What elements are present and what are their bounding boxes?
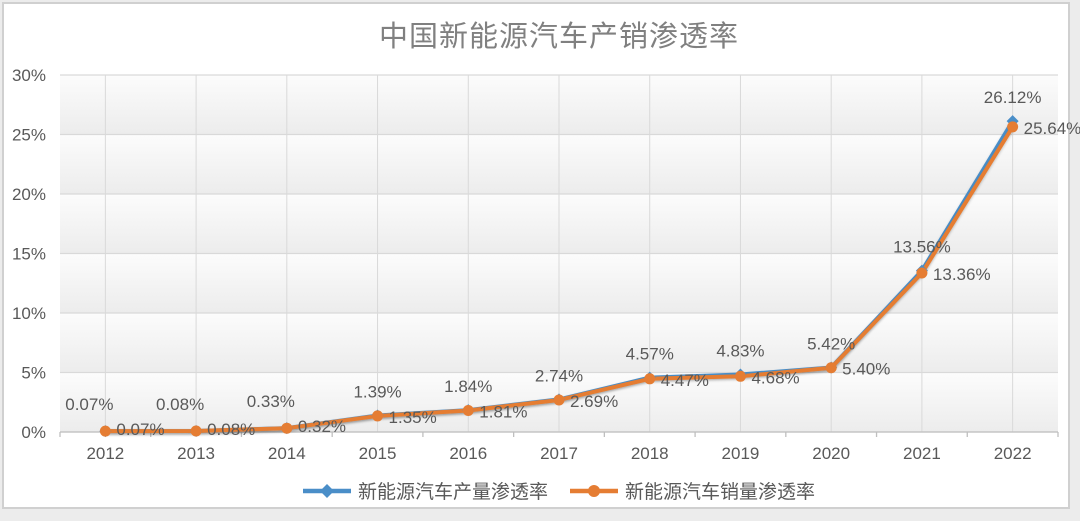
- y-axis-tick-label: 20%: [12, 185, 46, 204]
- x-axis-tick-label: 2017: [540, 444, 578, 463]
- x-axis-tick-label: 2014: [268, 444, 306, 463]
- legend: 新能源汽车产量渗透率 新能源汽车销量渗透率: [60, 477, 1058, 504]
- x-axis-tick-label: 2012: [86, 444, 124, 463]
- sales-marker: [553, 394, 565, 406]
- sales-data-label: 4.68%: [751, 368, 799, 387]
- sales-data-label: 13.36%: [933, 265, 991, 284]
- sales-data-label: 0.08%: [207, 420, 255, 439]
- sales-data-label: 4.47%: [661, 371, 709, 390]
- sales-data-label: 1.35%: [389, 408, 437, 427]
- sales-marker: [372, 410, 384, 422]
- chart-title: 中国新能源汽车产销渗透率: [378, 21, 739, 53]
- x-axis-tick-label: 2013: [177, 444, 215, 463]
- sales-marker: [734, 370, 746, 382]
- x-axis-tick-label: 2018: [631, 444, 669, 463]
- y-axis-tick-label: 15%: [12, 245, 46, 264]
- production-data-label: 0.33%: [247, 392, 295, 411]
- x-axis-tick-label: 2016: [449, 444, 487, 463]
- x-axis-tick-label: 2015: [359, 444, 397, 463]
- legend-item-production: 新能源汽车产量渗透率: [302, 477, 548, 504]
- y-axis-tick-label: 0%: [21, 423, 46, 442]
- sales-marker: [462, 404, 474, 416]
- x-axis-tick-label: 2019: [722, 444, 760, 463]
- production-data-label: 13.56%: [893, 238, 951, 257]
- legend-marker-production: [302, 483, 351, 498]
- y-axis-tick-label: 5%: [21, 364, 46, 383]
- sales-data-label: 25.64%: [1024, 119, 1080, 138]
- sales-marker: [99, 425, 111, 437]
- sales-marker: [825, 362, 837, 374]
- production-data-label: 4.57%: [626, 345, 674, 364]
- x-axis-tick-label: 2020: [812, 444, 850, 463]
- sales-data-label: 5.40%: [842, 360, 890, 379]
- sales-marker: [644, 373, 656, 385]
- production-data-label: 0.07%: [65, 395, 113, 414]
- production-data-label: 1.84%: [444, 377, 492, 396]
- sales-data-label: 0.07%: [116, 420, 164, 439]
- production-data-label: 4.83%: [716, 342, 764, 361]
- x-axis-tick-label: 2022: [994, 444, 1032, 463]
- sales-marker: [190, 425, 202, 437]
- sales-marker: [1007, 121, 1019, 133]
- production-data-label: 1.39%: [353, 382, 401, 401]
- sales-data-label: 1.81%: [479, 402, 527, 421]
- legend-marker-sales: [570, 484, 618, 497]
- legend-label-production: 新能源汽车产量渗透率: [357, 482, 548, 503]
- y-axis-tick-label: 25%: [12, 126, 46, 145]
- legend-label-sales: 新能源汽车销量渗透率: [625, 482, 816, 503]
- sales-data-label: 0.32%: [298, 417, 346, 436]
- production-data-label: 2.74%: [535, 366, 583, 385]
- legend-item-sales: 新能源汽车销量渗透率: [570, 477, 815, 504]
- production-data-label: 5.42%: [807, 335, 855, 354]
- sales-marker: [281, 422, 293, 434]
- production-data-label: 0.08%: [156, 395, 204, 414]
- x-axis-tick-label: 2021: [903, 444, 941, 463]
- y-axis-tick-label: 10%: [12, 304, 46, 323]
- y-axis-tick-label: 30%: [12, 66, 46, 85]
- production-data-label: 26.12%: [984, 88, 1042, 107]
- sales-marker: [916, 267, 928, 279]
- sales-data-label: 2.69%: [570, 392, 618, 411]
